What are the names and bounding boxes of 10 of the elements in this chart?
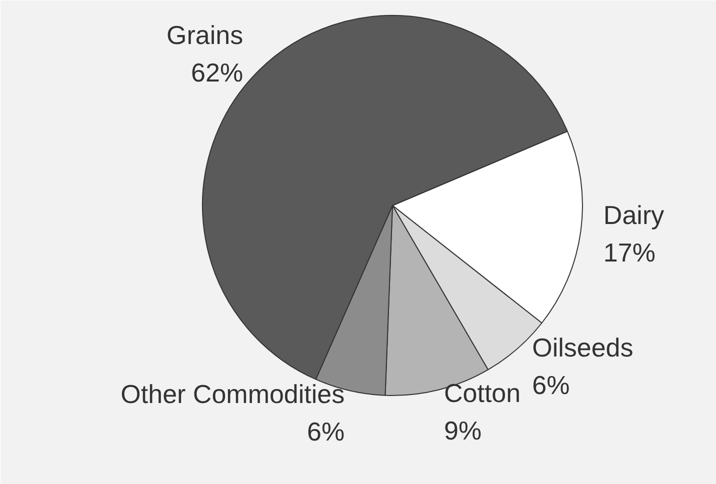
slice-label: Cotton (444, 378, 521, 408)
slice-label: Dairy (603, 200, 664, 230)
slice-label: Oilseeds (532, 332, 634, 362)
data-label: 17% (603, 237, 656, 268)
data-label: 62% (191, 58, 244, 88)
data-label: 9% (444, 416, 482, 446)
slice-label: Grains (166, 20, 244, 50)
data-label: 6% (532, 370, 570, 400)
data-label: 6% (307, 416, 345, 447)
slice-label: Other Commodities (120, 379, 345, 410)
